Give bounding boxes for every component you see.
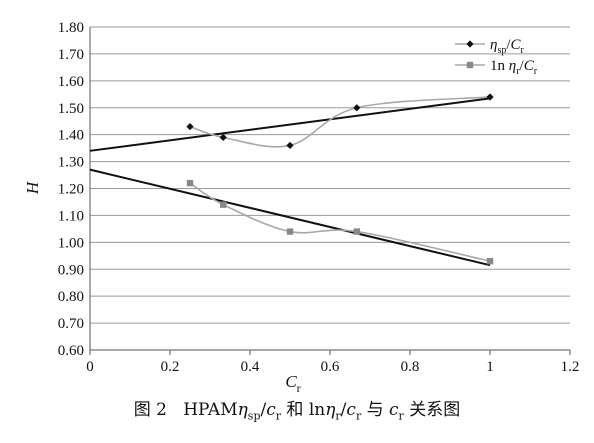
legend: ηsp/Cr 1n ηr/Cr [455,37,538,77]
legend-label-eta-sp: ηsp/Cr [490,37,525,56]
data-point-ln_eta_r-3 [353,228,360,235]
y-tick-label-1: 0.70 [58,316,84,332]
data-point-ln_eta_r-1 [220,201,227,208]
y-tick-label-7: 1.30 [58,155,84,171]
y-tick-label-3: 0.90 [58,262,84,278]
figure-caption: 图 2 HPAMηsp/cr 和 lnηr/cr 与 cr 关系图 [133,400,461,423]
data-markers [186,93,494,265]
x-axis-title-sub: r [297,381,301,392]
data-point-ln_eta_r-2 [286,228,294,235]
x-tick-label-1: 0.2 [161,359,180,375]
y-tick-label-0: 0.60 [58,343,84,359]
data-point-eta_sp-3 [353,104,361,112]
x-axis-title-main: C [285,372,297,391]
trendline-ln_eta_r [89,168,491,267]
tick-labels: 0.600.700.800.901.001.101.201.301.401.50… [58,20,580,375]
y-axis-title: H [23,180,42,195]
caption-figure-number: 图 2 [133,400,167,420]
trendlines [89,97,491,267]
y-tick-label-10: 1.60 [58,74,84,90]
x-tick-label-4: 0.8 [401,359,420,375]
series-curve-ln_eta_r [189,182,491,262]
x-tick-label-5: 1 [486,359,494,375]
series-curves [189,96,491,262]
data-point-eta_sp-2 [286,141,294,150]
data-point-eta_sp-0 [186,122,194,131]
x-tick-label-3: 0.6 [321,359,340,375]
y-tick-label-6: 1.20 [58,182,84,198]
series-curve-eta_sp [189,96,491,148]
data-point-ln_eta_r-4 [486,257,494,265]
legend-label-ln-eta-r: 1n ηr/Cr [490,58,538,77]
legend-marker-square [466,61,474,69]
y-tick-label-11: 1.70 [58,47,84,63]
data-point-eta_sp-1 [219,133,227,141]
x-axis-title: Cr [285,372,300,392]
y-tick-label-2: 0.80 [58,289,84,305]
legend-marker-diamond [466,40,474,48]
legend-item-ln-eta-r: 1n ηr/Cr [455,58,538,77]
y-tick-label-12: 1.80 [58,20,84,36]
x-tick-label-0: 0 [86,359,94,375]
y-tick-label-8: 1.40 [58,128,84,144]
y-tick-label-4: 1.00 [58,235,84,251]
trendline-eta_sp [89,97,491,152]
data-point-eta_sp-4 [486,93,494,101]
y-tick-label-5: 1.10 [58,208,84,224]
legend-item-eta-sp: ηsp/Cr [455,37,525,56]
y-tick-label-9: 1.50 [58,101,84,117]
grid-lines [90,26,570,351]
chart: 0.600.700.800.901.001.101.201.301.401.50… [23,20,580,392]
x-tick-label-2: 0.4 [241,359,260,375]
x-tick-label-6: 1.2 [561,359,580,375]
caption-prefix: HPAM [183,400,238,420]
axes [89,27,571,355]
data-point-ln_eta_r-0 [186,179,194,187]
